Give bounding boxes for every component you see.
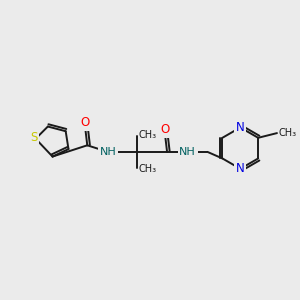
Text: CH₃: CH₃ bbox=[279, 128, 297, 138]
Text: CH₃: CH₃ bbox=[139, 164, 157, 174]
Text: O: O bbox=[81, 116, 90, 129]
Text: NH: NH bbox=[179, 147, 196, 157]
Text: S: S bbox=[30, 131, 38, 144]
Text: N: N bbox=[236, 121, 245, 134]
Text: CH₃: CH₃ bbox=[139, 130, 157, 140]
Text: NH: NH bbox=[100, 147, 116, 157]
Text: O: O bbox=[160, 123, 170, 136]
Text: N: N bbox=[236, 162, 245, 175]
